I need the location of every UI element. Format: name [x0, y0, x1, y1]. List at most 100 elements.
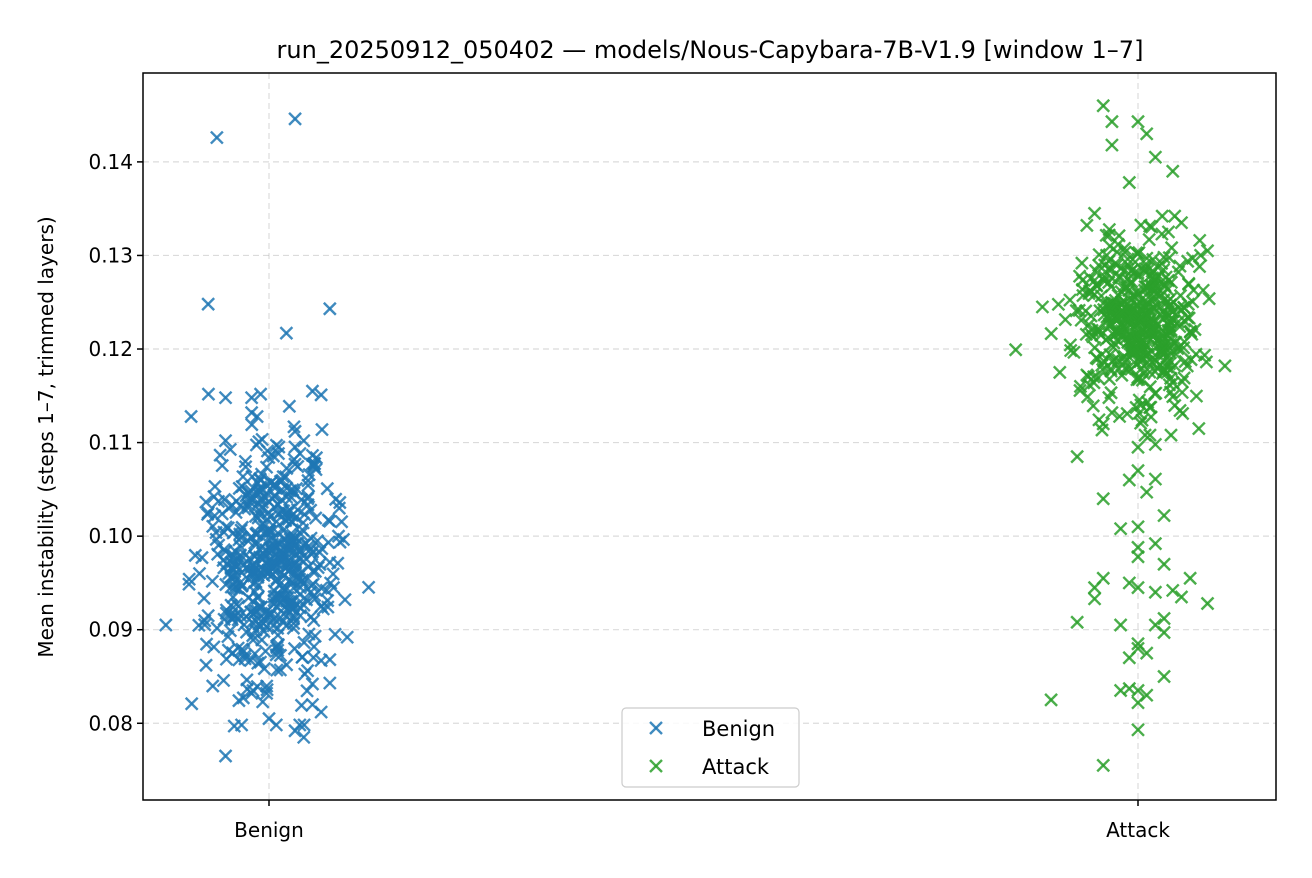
benign-point	[244, 405, 259, 420]
benign-point	[238, 454, 253, 469]
benign-point	[290, 459, 305, 474]
benign-point	[284, 575, 299, 590]
attack-point	[1113, 683, 1128, 698]
benign-point	[216, 673, 231, 688]
attack-point	[1105, 405, 1119, 420]
benign-point	[232, 532, 246, 547]
benign-point	[255, 694, 270, 709]
benign-point	[279, 326, 294, 340]
attack-point	[1157, 557, 1171, 572]
benign-point	[361, 580, 376, 595]
attack-point	[1146, 299, 1161, 314]
attack-point	[1070, 615, 1085, 630]
attack-point	[1132, 313, 1147, 328]
attack-point	[1128, 255, 1143, 269]
attack-point	[1192, 233, 1207, 248]
attack-point	[1090, 351, 1105, 366]
benign-point	[215, 458, 230, 473]
benign-point	[321, 535, 336, 550]
attack-point	[1181, 276, 1196, 291]
attack-point	[1131, 549, 1145, 564]
attack-point	[1131, 440, 1145, 455]
benign-point	[281, 506, 295, 521]
attack-point	[1096, 98, 1111, 113]
attack-point	[1148, 472, 1163, 486]
attack-point	[1096, 417, 1111, 431]
benign-point	[282, 538, 297, 553]
attack-point	[1131, 722, 1145, 737]
benign-point	[303, 503, 318, 518]
benign-point	[184, 696, 199, 711]
benign-point	[205, 574, 220, 589]
attack-point	[1177, 371, 1191, 385]
benign-point	[199, 637, 214, 651]
benign-point	[303, 542, 318, 557]
benign-point	[207, 640, 221, 654]
benign-point	[230, 559, 244, 574]
benign-point	[300, 663, 315, 678]
benign-point	[252, 434, 266, 449]
benign-point	[275, 553, 290, 567]
benign-point	[207, 489, 221, 504]
attack-point	[1167, 398, 1182, 413]
benign-point	[287, 419, 301, 434]
attack-point	[1184, 327, 1199, 342]
attack-point	[1113, 618, 1128, 632]
attack-point	[1161, 225, 1176, 239]
attack-point	[1157, 625, 1171, 640]
attack-point	[1185, 294, 1200, 309]
attack-point	[1099, 228, 1114, 243]
benign-point	[267, 489, 282, 504]
data-points	[159, 98, 1232, 773]
benign-point	[293, 544, 308, 559]
attack-point	[1139, 688, 1154, 703]
benign-point	[256, 612, 271, 626]
attack-point	[1117, 241, 1132, 256]
benign-point	[269, 648, 284, 662]
attack-point	[1139, 485, 1154, 500]
legend: Benign Attack	[621, 707, 800, 788]
benign-point	[275, 473, 290, 488]
benign-point	[218, 390, 233, 405]
attack-point	[1197, 348, 1212, 363]
attack-point	[1092, 247, 1107, 262]
attack-point	[1139, 646, 1154, 660]
attack-point	[1115, 305, 1130, 319]
benign-point	[159, 618, 173, 632]
attack-point	[1084, 327, 1099, 342]
attack-point	[1035, 300, 1050, 314]
attack-point	[1157, 611, 1171, 626]
benign-point	[308, 511, 323, 525]
benign-point	[253, 387, 268, 401]
attack-point	[1177, 314, 1192, 328]
benign-point	[240, 673, 254, 687]
attack-point	[1148, 364, 1163, 379]
x-tick-label: Attack	[1106, 818, 1170, 842]
benign-point	[258, 644, 273, 659]
attack-point	[1132, 245, 1146, 260]
benign-point	[227, 719, 242, 733]
benign-point	[306, 613, 321, 628]
attack-point	[1052, 365, 1067, 380]
attack-point	[1063, 338, 1078, 352]
attack-point	[1162, 250, 1177, 265]
benign-point	[188, 548, 203, 563]
benign-point	[245, 615, 259, 630]
attack-point	[1218, 359, 1232, 373]
benign-point	[230, 581, 244, 596]
benign-point	[300, 491, 315, 506]
benign-point	[279, 609, 293, 623]
benign-point	[340, 630, 355, 645]
attack-point	[1044, 326, 1059, 341]
attack-point	[1105, 114, 1119, 129]
chart-title: run_20250912_050402 — models/Nous-Capyba…	[277, 36, 1144, 64]
attack-point	[1165, 583, 1180, 598]
benign-point	[288, 440, 302, 454]
benign-point	[201, 297, 216, 311]
benign-point	[244, 686, 259, 701]
benign-point	[284, 490, 299, 505]
attack-point	[1139, 280, 1154, 294]
attack-point	[1097, 269, 1112, 284]
attack-point	[1165, 164, 1180, 179]
benign-point	[295, 523, 310, 537]
